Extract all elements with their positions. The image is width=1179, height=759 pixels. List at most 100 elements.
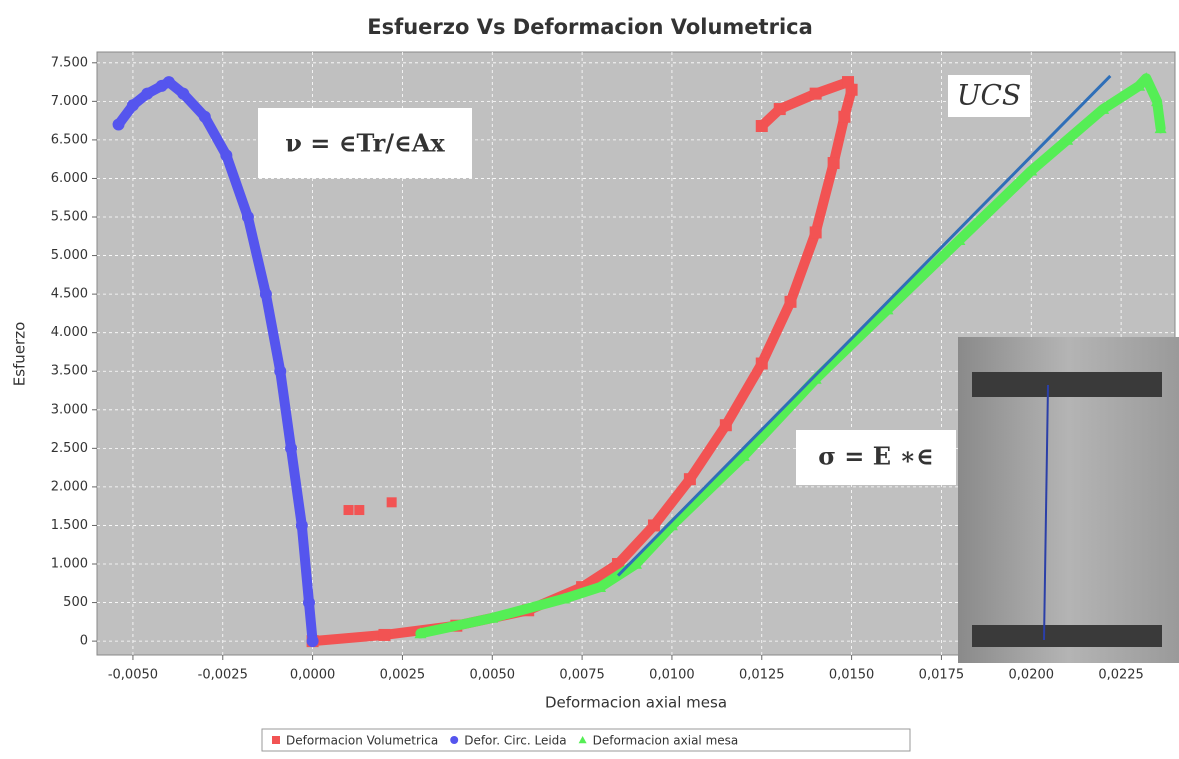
- y-tick-label: 6.500: [51, 132, 88, 147]
- annotation: ν = ∈Tr/∈Ax: [285, 129, 445, 158]
- marker: [755, 120, 768, 133]
- marker: [126, 99, 139, 112]
- x-tick-label: 0,0175: [919, 668, 965, 683]
- marker: [295, 519, 308, 532]
- marker: [155, 79, 168, 92]
- marker: [953, 234, 966, 245]
- y-tick-label: 1.000: [51, 557, 88, 572]
- marker: [784, 295, 797, 308]
- marker: [414, 627, 427, 639]
- photo-line: [1043, 384, 1049, 641]
- annotation: σ = E ∗∈: [818, 442, 934, 471]
- legend-label: Deformacion Volumetrica: [286, 734, 438, 748]
- marker: [306, 635, 319, 648]
- marks: [112, 72, 1167, 648]
- marker: [1151, 95, 1164, 107]
- marker: [809, 372, 822, 384]
- marker: [842, 76, 855, 89]
- marker: [272, 736, 280, 744]
- marker: [241, 211, 254, 224]
- x-tick-label: 0,0100: [649, 668, 695, 683]
- marker: [343, 505, 354, 516]
- annotation-box: [796, 430, 956, 485]
- marker: [354, 505, 365, 516]
- photo-cap: [972, 372, 1162, 397]
- overlay: ν = ∈Tr/∈Ax UCS σ = E ∗∈: [258, 75, 1179, 663]
- marker: [1097, 103, 1110, 114]
- marker: [647, 519, 660, 532]
- marker: [486, 611, 499, 623]
- marker: [450, 736, 459, 744]
- x-tick-label: 0,0150: [829, 668, 875, 683]
- y-tick-label: 0: [80, 634, 88, 649]
- marker: [386, 497, 397, 508]
- marker: [141, 87, 154, 100]
- marker: [1133, 79, 1146, 91]
- marker: [220, 149, 233, 162]
- marker: [630, 558, 642, 569]
- y-tick-label: 5.000: [51, 248, 88, 263]
- marker: [303, 596, 316, 609]
- marker: [558, 592, 571, 604]
- marker: [719, 419, 732, 432]
- x-tick-label: 0,0125: [739, 668, 785, 683]
- x-tick-label: 0,0050: [470, 668, 516, 683]
- annotation-box: [948, 75, 1030, 117]
- marker: [1025, 164, 1038, 176]
- chart-title: Esfuerzo Vs Deformacion Volumetrica: [367, 15, 813, 39]
- x-tick-label: -0,0050: [108, 668, 158, 683]
- y-tick-label: 3.000: [51, 402, 88, 417]
- marker: [285, 442, 298, 455]
- marker: [112, 118, 125, 131]
- x-tick-label: -0,0025: [198, 668, 248, 683]
- annotation: UCS: [957, 79, 1021, 112]
- marker: [198, 110, 211, 123]
- marker: [1154, 122, 1167, 134]
- y-tick-label: 1.500: [51, 518, 88, 533]
- marker: [594, 581, 607, 592]
- y-tick-label: 4.500: [51, 287, 88, 302]
- x-tick-label: 0,0075: [559, 668, 605, 683]
- y-axis-label: Esfuerzo: [11, 322, 29, 387]
- marker: [683, 473, 696, 486]
- marker: [612, 558, 625, 571]
- x-tick-label: 0,0225: [1098, 668, 1144, 683]
- marker: [755, 357, 768, 370]
- x-tick-label: 0,0000: [290, 668, 336, 683]
- y-tick-label: 2.000: [51, 479, 88, 494]
- y-tick-label: 7.500: [51, 55, 88, 70]
- trend-line: [616, 74, 1112, 577]
- y-tick-label: 500: [63, 595, 88, 610]
- marker: [578, 736, 587, 744]
- marker: [881, 303, 894, 315]
- marker: [809, 87, 822, 100]
- marker: [378, 628, 391, 641]
- annotation-box: [258, 108, 472, 178]
- marker: [809, 226, 822, 239]
- legend-items: Deformacion Volumetrica Defor. Circ. Leid…: [272, 734, 738, 748]
- marker: [838, 110, 851, 123]
- y-tick-label: 2.500: [51, 441, 88, 456]
- x-tick-label: 0,0200: [1009, 668, 1055, 683]
- legend-label: Defor. Circ. Leida: [464, 734, 566, 748]
- marker: [1140, 72, 1153, 84]
- legend-label: Deformacion axial mesa: [593, 734, 739, 748]
- y-tick-label: 4.000: [51, 325, 88, 340]
- marker: [274, 365, 287, 378]
- marker: [827, 157, 840, 170]
- y-tick-label: 5.500: [51, 210, 88, 225]
- y-tick-label: 6.000: [51, 171, 88, 186]
- marker: [1061, 133, 1074, 145]
- marker: [177, 87, 190, 100]
- photo-base: [972, 625, 1162, 647]
- x-tick-label: 0,0025: [380, 668, 426, 683]
- marker: [737, 450, 750, 461]
- marker: [259, 288, 272, 301]
- marker: [773, 103, 786, 116]
- x-axis-label: Deformacion axial mesa: [545, 694, 727, 712]
- y-tick-label: 7.000: [51, 94, 88, 109]
- legend: [261, 728, 911, 752]
- y-tick-label: 3.500: [51, 364, 88, 379]
- marker: [665, 519, 678, 531]
